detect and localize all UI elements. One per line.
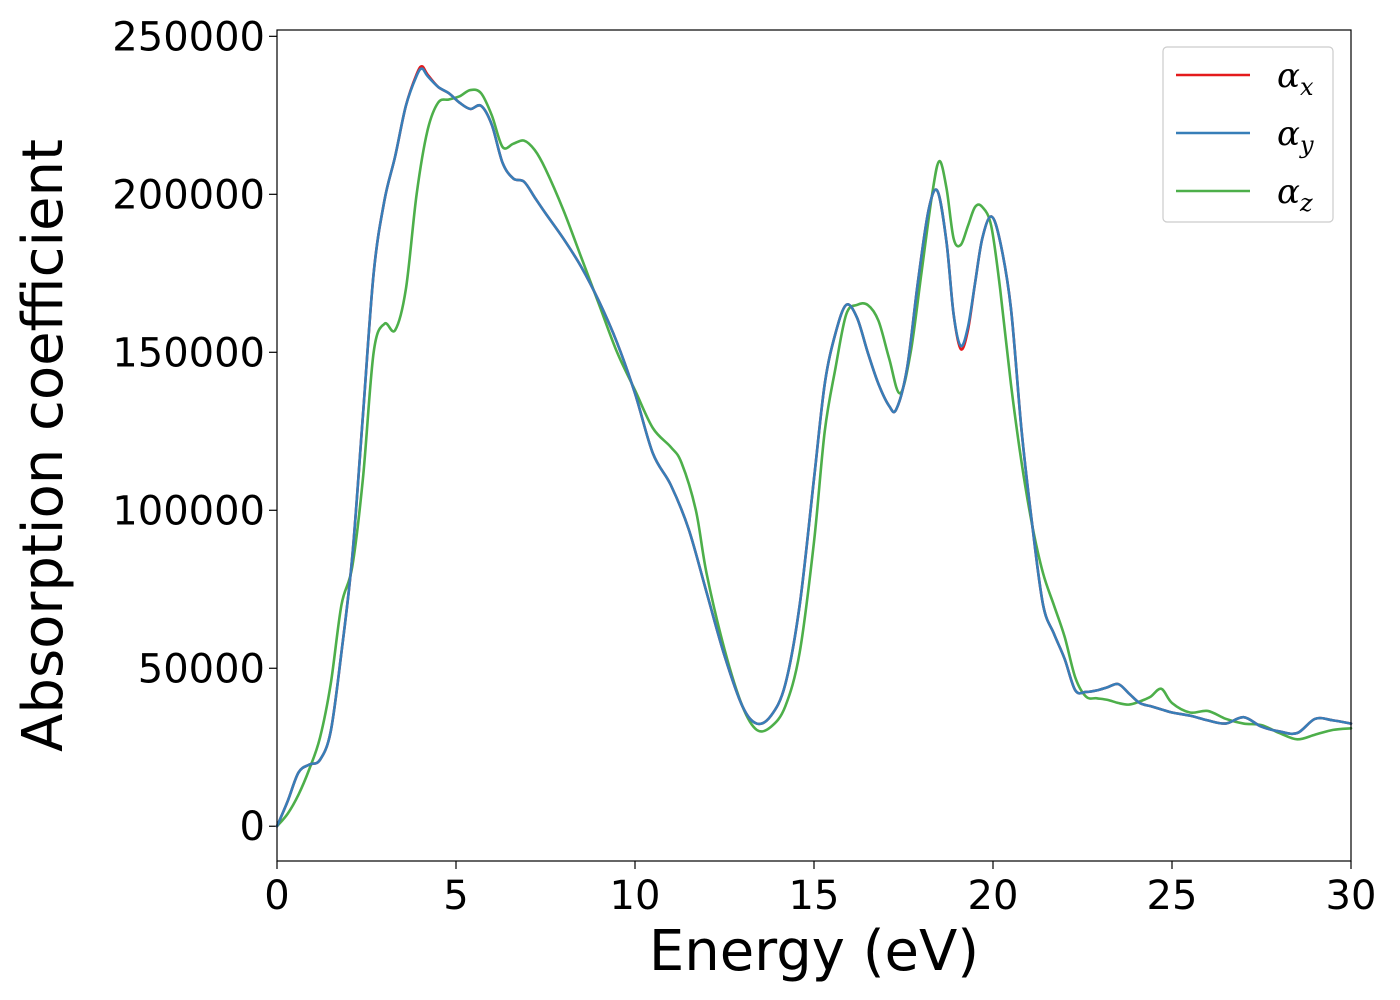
x-axis-title: Energy (eV) — [649, 919, 979, 984]
legend-label-symbol: α — [1277, 56, 1300, 96]
x-tick-label: 0 — [264, 873, 289, 919]
legend-label-alpha-x: αx — [1277, 56, 1314, 101]
series-line-alpha-z — [275, 88, 1353, 828]
legend-label-alpha-z: αz — [1277, 172, 1313, 217]
legend-label-subscript: x — [1300, 73, 1314, 101]
x-tick-label: 30 — [1326, 873, 1377, 919]
x-tick-label: 15 — [789, 873, 840, 919]
legend-label-subscript: y — [1299, 131, 1314, 159]
legend-label-alpha-y: αy — [1277, 114, 1314, 159]
legend-box — [1162, 46, 1334, 223]
plot-frame — [276, 29, 1352, 862]
y-tick-label: 150000 — [112, 330, 265, 376]
tick-layer: 0 5 10 15 20 25 30 0 50000 100000 150000 200000 2500… — [112, 14, 1376, 919]
x-tick-label: 10 — [610, 873, 661, 919]
y-tick-label: 250000 — [112, 14, 265, 60]
legend-label-subscript: z — [1299, 189, 1313, 217]
x-tick-label: 25 — [1147, 873, 1198, 919]
x-tick-label: 5 — [443, 873, 468, 919]
y-axis-title: Absorption coefficient — [11, 139, 76, 752]
x-tick-label: 20 — [968, 873, 1019, 919]
legend-label-symbol: α — [1277, 172, 1300, 212]
series-line-alpha-y — [275, 67, 1353, 828]
y-tick-label: 0 — [240, 804, 265, 850]
y-tick-label: 50000 — [138, 646, 265, 692]
y-tick-label: 200000 — [112, 172, 265, 218]
series-layer — [275, 65, 1353, 828]
legend-label-symbol: α — [1277, 114, 1300, 154]
y-tick-label: 100000 — [112, 488, 265, 534]
